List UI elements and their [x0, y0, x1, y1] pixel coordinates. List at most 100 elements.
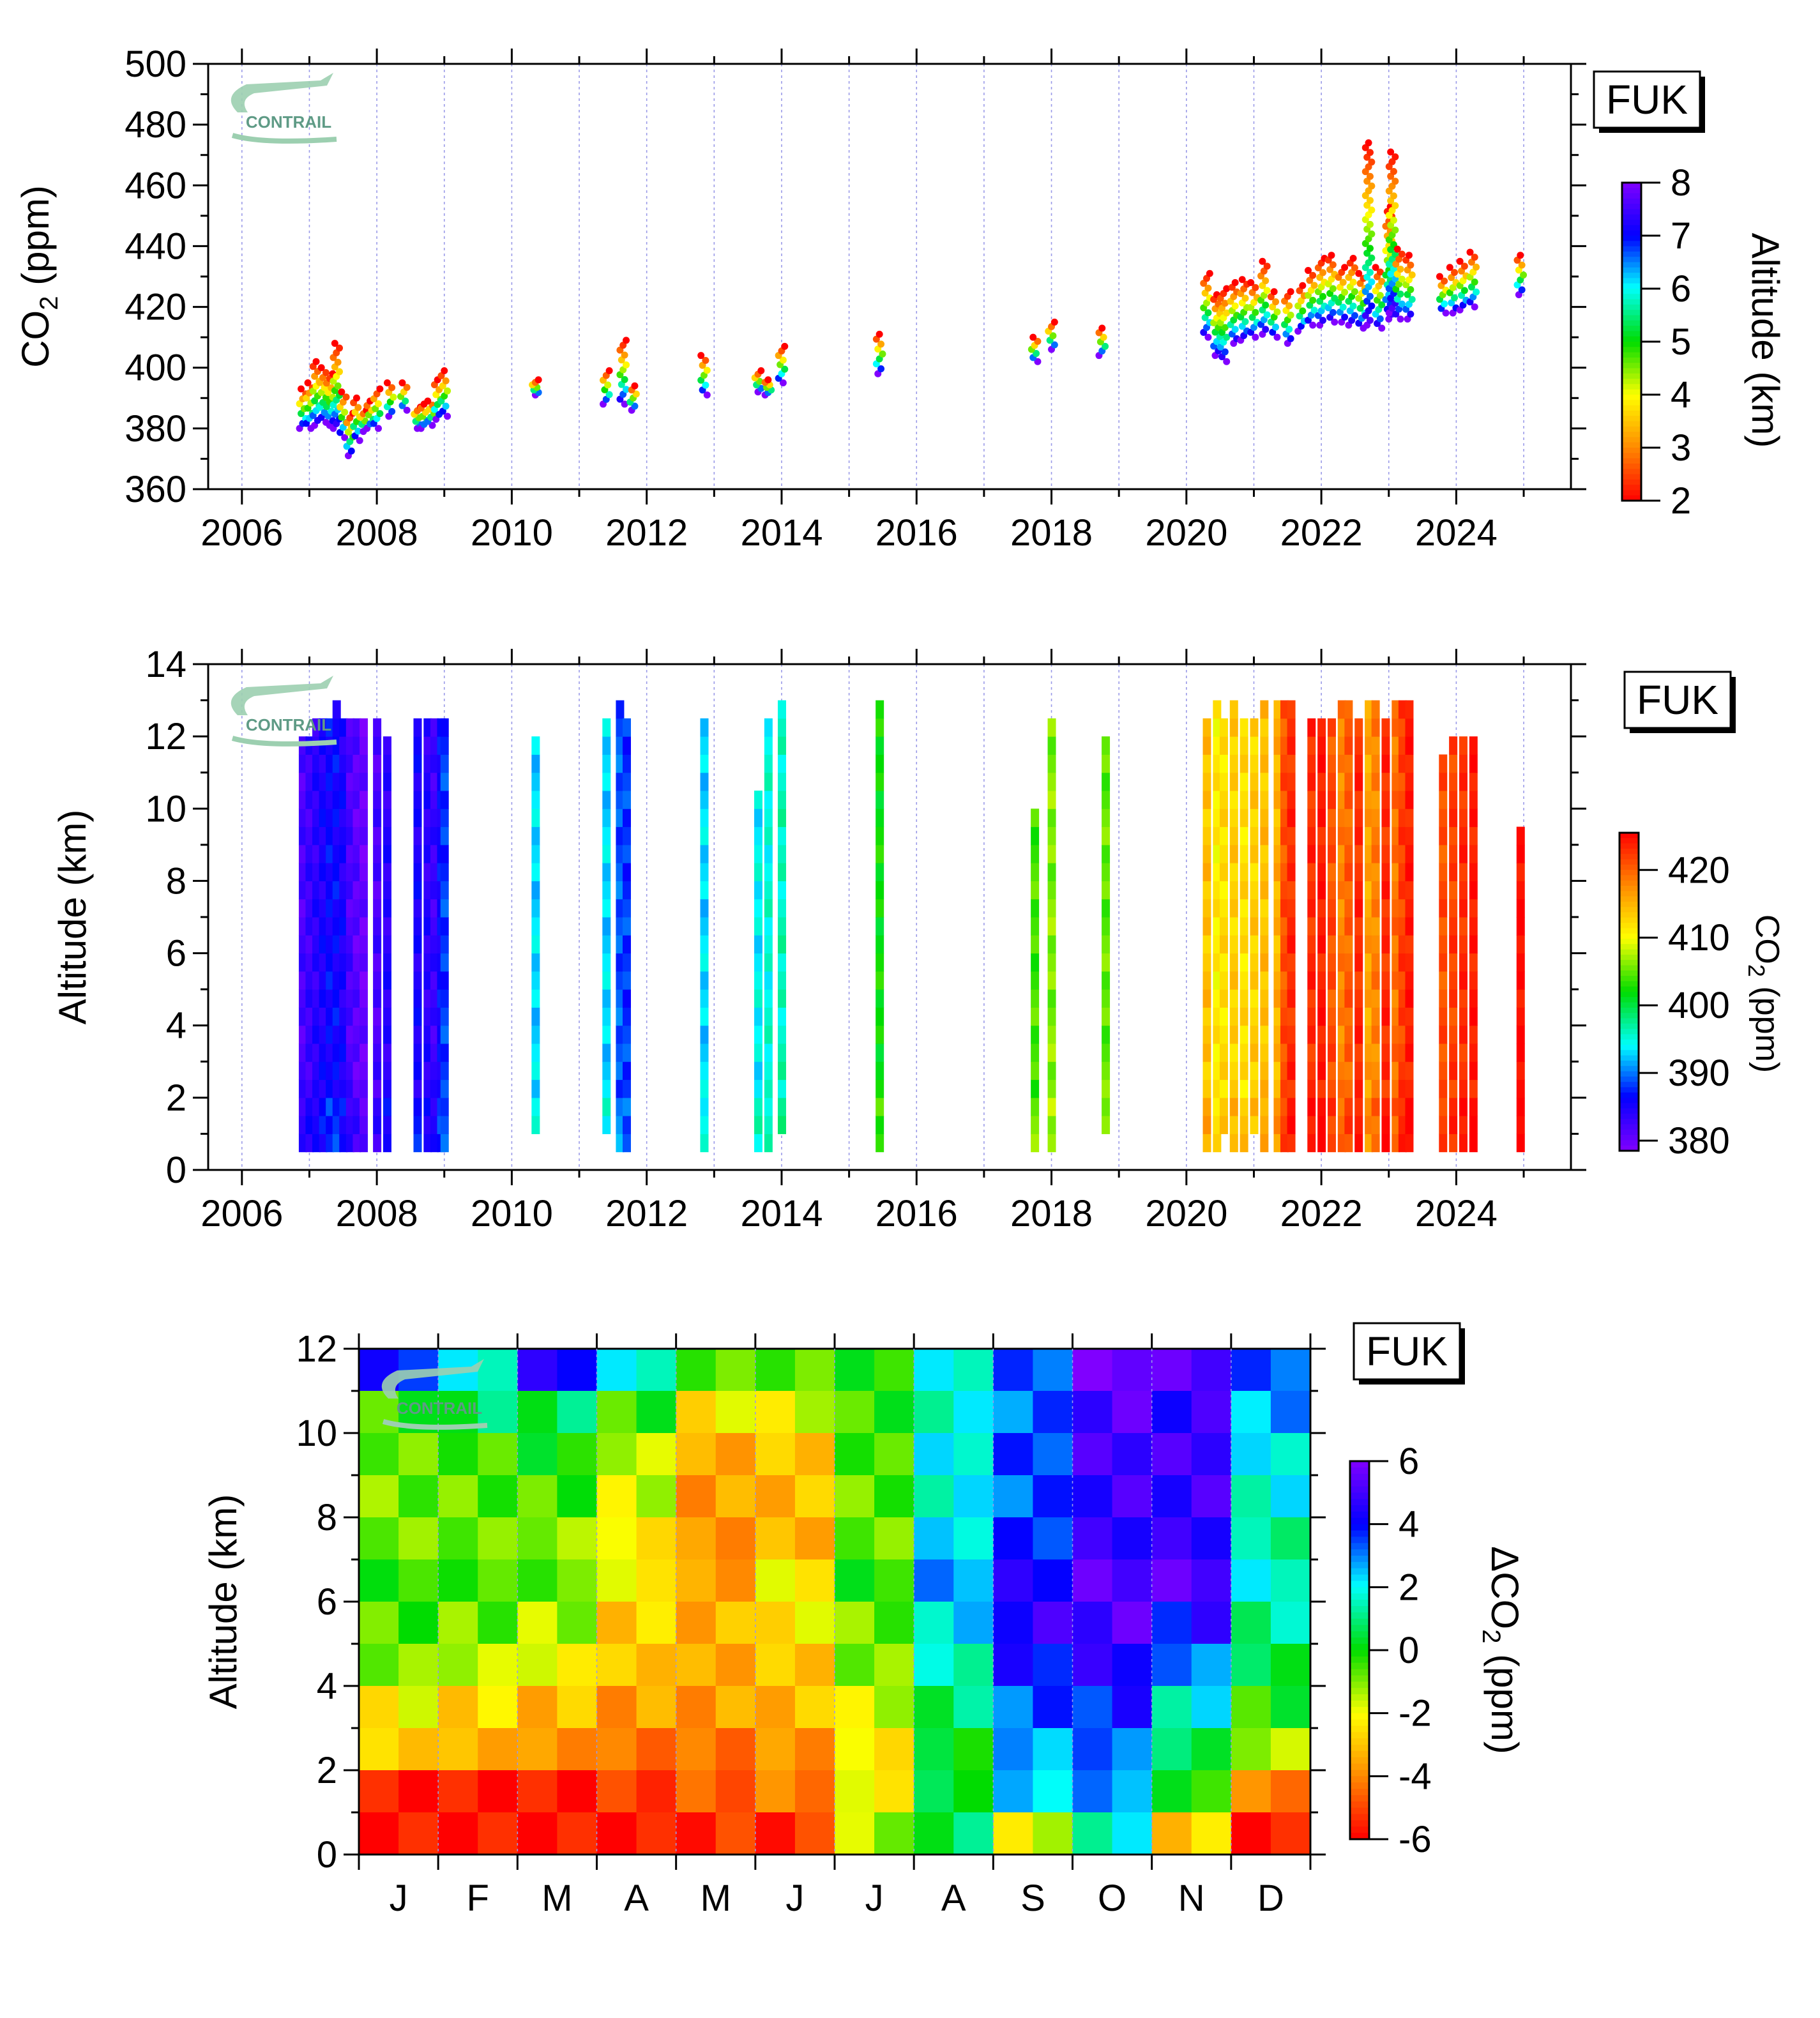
- panel2-heat-cell: [430, 953, 439, 972]
- panel2-heat-cell: [1213, 736, 1222, 755]
- panel2-heat-cell: [383, 1097, 391, 1116]
- panel3-heat-cell: [953, 1686, 994, 1729]
- panel3-heat-cell: [596, 1812, 637, 1855]
- panel2-heat-cell: [359, 1116, 368, 1134]
- panel2-heat-cell: [1469, 1079, 1478, 1098]
- panel1-xtick-label: 2024: [1415, 512, 1498, 554]
- panel2-heat-cell: [764, 1097, 773, 1116]
- panel2-heat-cell: [1280, 808, 1289, 828]
- panel1-data-point: [1206, 269, 1213, 277]
- panel1-flight-points: [296, 385, 310, 432]
- panel2-heat-cell: [1337, 971, 1346, 990]
- panel1-data-point: [605, 367, 613, 374]
- panel2-heat-cell: [1327, 718, 1336, 737]
- panel2-heat-cell: [1449, 1134, 1458, 1153]
- panel2-heat-cell: [1202, 772, 1211, 791]
- panel2-heat-cell: [1287, 989, 1296, 1008]
- panel2-heat-cell: [373, 772, 382, 791]
- panel2-heat-cell: [359, 1025, 368, 1044]
- panel2-heat-cell: [1469, 1061, 1478, 1081]
- panel2-heat-cell: [1047, 863, 1056, 881]
- panel1-data-point: [1349, 302, 1357, 310]
- panel2-heat-cell: [319, 826, 328, 846]
- panel2-heat-cell: [1287, 971, 1296, 990]
- panel3-contrail-logo: CONTRAIL: [381, 1359, 488, 1430]
- panel2-heat-cell: [876, 881, 884, 900]
- panel2-heat-cell: [1240, 1134, 1248, 1153]
- panel2-heat-cell: [1229, 772, 1238, 791]
- panel2-heat-cell: [413, 989, 422, 1008]
- panel1-colorbar-segment: [1622, 357, 1641, 363]
- panel3-heat-cell: [835, 1559, 875, 1602]
- panel1-data-point: [1263, 311, 1271, 319]
- panel1-data-point: [1252, 308, 1259, 316]
- panel2-heat-cell: [1031, 1134, 1040, 1153]
- panel2-profile-column: [764, 718, 773, 1153]
- panel2-profile-column: [413, 718, 422, 1153]
- panel2-heat-cell: [1398, 736, 1407, 755]
- panel2-heat-cell: [413, 1061, 422, 1081]
- panel3-heat-cell: [1270, 1559, 1310, 1602]
- panel1-data-point: [375, 425, 383, 432]
- panel3-heat-cell: [1151, 1770, 1192, 1813]
- panel1-colorbar-tick-label: 6: [1671, 268, 1691, 310]
- panel2-heat-cell: [298, 791, 307, 809]
- panel2-heat-cell: [413, 1116, 422, 1134]
- panel2-heat-cell: [1405, 1079, 1414, 1098]
- panel2-heat-cell: [312, 1043, 321, 1062]
- panel2-heat-cell: [1398, 971, 1407, 990]
- panel1-data-point: [1392, 226, 1399, 234]
- panel2-heat-cell: [1469, 881, 1478, 900]
- panel1-data-point: [1366, 292, 1374, 300]
- panel2-heat-cell: [777, 1007, 786, 1026]
- panel1-data-point: [1296, 312, 1303, 320]
- panel3-heat-cell: [438, 1770, 478, 1813]
- panel2-heat-cell: [1405, 826, 1414, 846]
- panel2-heat-cell: [616, 700, 625, 719]
- panel1-data-point: [1351, 288, 1358, 296]
- panel2-heat-cell: [1439, 935, 1448, 954]
- panel3-month-label: J: [865, 1878, 884, 1919]
- panel1-data-point: [439, 382, 446, 390]
- panel2-heat-cell: [353, 791, 361, 809]
- panel2-heat-cell: [1337, 844, 1346, 863]
- panel3-heat-cell: [835, 1475, 875, 1518]
- panel2-colorbar-segment: [1619, 1023, 1639, 1029]
- panel1-data-point: [331, 340, 338, 347]
- panel3-heat-cell: [596, 1602, 637, 1644]
- panel2-heat-cell: [622, 1061, 631, 1081]
- panel2-heat-cell: [353, 899, 361, 918]
- panel2-heat-cell: [1229, 700, 1238, 719]
- panel2-heat-cell: [1439, 917, 1448, 936]
- panel2-heat-cell: [383, 826, 391, 846]
- panel2-heat-cell: [1287, 1061, 1296, 1081]
- panel2-heat-cell: [1250, 881, 1259, 900]
- panel3-heat-cell: [993, 1812, 1034, 1855]
- panel2-heat-cell: [339, 826, 348, 846]
- panel2-heat-cell: [876, 718, 884, 737]
- panel2-heat-cell: [1219, 989, 1228, 1008]
- panel1-flight-points: [316, 364, 330, 426]
- panel2-heat-cell: [353, 808, 361, 828]
- panel2-xtick-label: 2018: [1010, 1193, 1093, 1234]
- panel2-heat-cell: [430, 971, 439, 990]
- panel1-data-point: [1372, 264, 1379, 271]
- panel2-heat-cell: [1381, 826, 1390, 846]
- panel2-profile-column: [1398, 700, 1407, 1153]
- panel2-heat-cell: [777, 808, 786, 828]
- panel2-heat-cell: [602, 772, 611, 791]
- panel3-heat-cell: [636, 1812, 677, 1855]
- panel2-colorbar-segment: [1619, 870, 1639, 876]
- panel2-colorbar-segment: [1619, 1039, 1639, 1045]
- panel2-heat-cell: [359, 736, 368, 755]
- panel2-heat-cell: [1469, 989, 1478, 1008]
- panel3-month-column: [676, 1349, 756, 1855]
- panel2-heat-cell: [319, 791, 328, 809]
- panel2-heat-cell: [876, 844, 884, 863]
- panel3-heat-cell: [478, 1770, 518, 1813]
- panel2-heat-cell: [423, 1061, 432, 1081]
- panel3-colorbar-segment: [1350, 1600, 1369, 1607]
- panel1-ytick-label: 360: [125, 469, 186, 510]
- panel1-colorbar-segment: [1622, 405, 1641, 411]
- panel2-heat-cell: [777, 718, 786, 737]
